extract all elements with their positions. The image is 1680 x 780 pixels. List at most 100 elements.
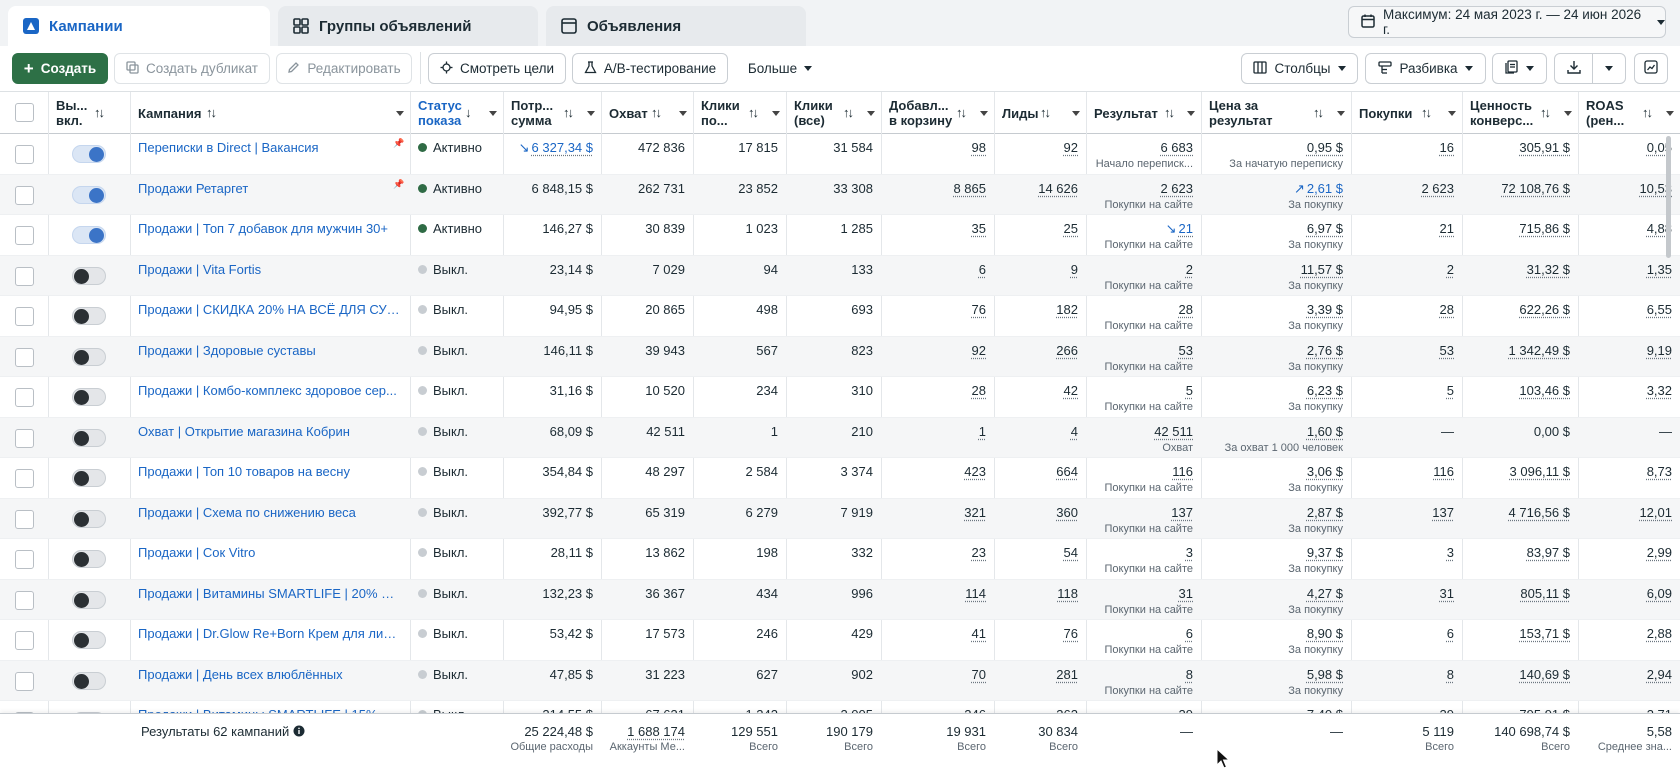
campaign-toggle[interactable]	[72, 145, 106, 163]
cell-result[interactable]: 116	[1172, 464, 1193, 479]
cell-cart[interactable]: 92	[972, 343, 986, 358]
cell-cart[interactable]: 76	[972, 302, 986, 317]
campaign-name-link[interactable]: Продажи | Топ 7 добавок для мужчин 30+	[138, 221, 389, 236]
campaign-name-link[interactable]: Переписки в Direct | Вакансия	[138, 140, 319, 155]
cell-cpr[interactable]: 6,97 $	[1307, 221, 1343, 236]
cell-result[interactable]: 8	[1186, 667, 1193, 682]
table-row[interactable]: Продажи | Топ 7 добавок для мужчин 30+ Ак…	[0, 215, 1680, 256]
column-header-onoff[interactable]: Вы... вкл. ↑↓	[48, 92, 130, 134]
cell-cpr[interactable]: 11,57 $	[1301, 262, 1343, 277]
column-menu-chevron-icon[interactable]	[1448, 111, 1456, 116]
column-header-value[interactable]: Ценность конверс... ↑↓	[1462, 92, 1578, 134]
campaign-name-link[interactable]: Продажи | Топ 10 товаров на весну	[138, 464, 350, 479]
table-row[interactable]: Продажи | Топ 10 товаров на весну Выкл. 35…	[0, 458, 1680, 499]
campaign-name-link[interactable]: Продажи Ретаргет	[138, 180, 249, 196]
cell-cpr[interactable]: 3,06 $	[1307, 464, 1343, 479]
column-header-spend[interactable]: Потр... сумма ↑↓	[503, 92, 601, 134]
sort-icon[interactable]: ↑↓	[651, 105, 662, 120]
column-menu-chevron-icon[interactable]	[489, 111, 497, 116]
pin-icon[interactable]: 📌	[393, 138, 405, 148]
cell-purchases[interactable]: —	[1441, 424, 1454, 439]
table-row[interactable]: Продажи | Здоровые суставы Выкл. 146,11 $ 3…	[0, 336, 1680, 377]
cell-cpr[interactable]: 9,37 $	[1307, 545, 1343, 560]
tab-ads[interactable]: Объявления	[546, 6, 806, 46]
sort-icon[interactable]: ↑↓	[843, 105, 854, 120]
campaign-toggle[interactable]	[72, 226, 106, 244]
row-checkbox[interactable]	[15, 631, 34, 650]
cell-leads[interactable]: 118	[1057, 586, 1078, 601]
cell-leads[interactable]: 4	[1071, 424, 1078, 439]
row-checkbox[interactable]	[15, 145, 34, 164]
cell-value[interactable]: 103,46 $	[1519, 383, 1570, 398]
cell-result[interactable]: 5	[1186, 383, 1193, 398]
cell-cart[interactable]: 70	[972, 667, 986, 682]
campaign-toggle[interactable]	[72, 509, 106, 528]
cell-cpr[interactable]: 4,27 $	[1307, 586, 1343, 601]
row-checkbox[interactable]	[15, 185, 34, 205]
cell-leads[interactable]: 25	[1064, 221, 1078, 236]
cell-result[interactable]: 6 683	[1160, 140, 1193, 155]
cell-cpr[interactable]: 6,23 $	[1307, 383, 1343, 398]
cell-cpr[interactable]: 8,90 $	[1307, 626, 1343, 641]
sort-icon[interactable]: ↓	[465, 105, 471, 120]
row-checkbox[interactable]	[15, 266, 34, 286]
cell-cart[interactable]: 6	[979, 262, 986, 277]
export-button-group[interactable]	[1554, 53, 1626, 84]
row-checkbox[interactable]	[15, 388, 34, 407]
create-button[interactable]: + Создать	[12, 53, 108, 84]
cell-cart[interactable]: 98	[972, 140, 986, 155]
campaign-toggle[interactable]	[72, 590, 106, 609]
column-header-cpr[interactable]: Цена за результат ↑↓	[1201, 92, 1351, 134]
more-button[interactable]: Больше	[740, 53, 820, 84]
column-header-clicks-link[interactable]: Клики по... ↑↓	[693, 92, 786, 134]
campaign-toggle[interactable]	[72, 550, 106, 568]
cell-leads[interactable]: 281	[1056, 667, 1078, 682]
info-icon[interactable]	[289, 724, 305, 739]
column-menu-chevron-icon[interactable]	[679, 111, 687, 116]
table-row[interactable]: Продажи Ретаргет 📌 Активно 6 848,15 $ 262 73…	[0, 174, 1680, 215]
table-row[interactable]: Продажи | Комбо-комплекс здоровое сер...…	[0, 377, 1680, 418]
column-header-leads[interactable]: Лиды ↑↓	[994, 92, 1086, 134]
column-menu-chevron-icon[interactable]	[587, 111, 595, 116]
campaign-toggle[interactable]	[72, 266, 106, 285]
cell-value[interactable]: 622,26 $	[1519, 302, 1570, 317]
cell-cart[interactable]: 321	[964, 505, 986, 520]
campaign-name-link[interactable]: Продажи | Комбо-комплекс здоровое сер...	[138, 383, 397, 398]
cell-result[interactable]: 31	[1179, 586, 1193, 601]
cell-value[interactable]: 153,71 $	[1519, 626, 1570, 641]
cell-cpr[interactable]: 5,98 $	[1307, 667, 1343, 682]
cell-leads[interactable]: 360	[1056, 505, 1078, 520]
cell-leads[interactable]: 92	[1064, 140, 1078, 155]
column-header-result[interactable]: Результат ↑↓	[1086, 92, 1201, 134]
cell-result[interactable]: 53	[1179, 343, 1193, 358]
row-checkbox[interactable]	[15, 509, 34, 529]
reports-button[interactable]	[1492, 53, 1547, 84]
table-row[interactable]: Продажи | Витамины SMARTLIFE | 20% ск...…	[0, 579, 1680, 620]
column-header-clicks-all[interactable]: Клики (все) ↑↓	[786, 92, 881, 134]
campaign-name-link[interactable]: Продажи | День всех влюблённых	[138, 666, 343, 682]
table-row[interactable]: Продажи | Vita Fortis Выкл. 23,14 $ 7 029 94…	[0, 255, 1680, 296]
campaign-name-link[interactable]: Продажи | Vita Fortis	[138, 261, 262, 277]
cell-purchases[interactable]: 53	[1440, 343, 1454, 358]
column-header-reach[interactable]: Охват ↑↓	[601, 92, 693, 134]
date-range-picker[interactable]: Максимум: 24 мая 2023 г. — 24 июн 2026 г…	[1348, 6, 1666, 38]
sort-icon[interactable]: ↑↓	[1642, 105, 1653, 120]
cell-leads[interactable]: 76	[1064, 626, 1078, 641]
column-menu-chevron-icon[interactable]	[980, 111, 988, 116]
column-menu-chevron-icon[interactable]	[1072, 111, 1080, 116]
cell-cart[interactable]: 423	[964, 464, 986, 479]
cell-leads[interactable]: 664	[1056, 464, 1078, 479]
tab-adsets[interactable]: Группы объявлений	[278, 6, 538, 46]
cell-leads[interactable]: 182	[1056, 302, 1078, 317]
cell-cpr[interactable]: 0,95 $	[1307, 140, 1343, 155]
sort-icon[interactable]: ↑↓	[563, 105, 574, 120]
cell-purchases[interactable]: 8	[1447, 667, 1454, 682]
cell-cpr[interactable]: 1,60 $	[1307, 424, 1343, 439]
pin-icon[interactable]: 📌	[393, 178, 405, 189]
campaign-toggle[interactable]	[72, 671, 106, 690]
sort-icon[interactable]: ↑↓	[1164, 105, 1175, 120]
cell-purchases[interactable]: 116	[1433, 464, 1454, 479]
campaign-name-link[interactable]: Продажи | Витамины SMARTLIFE | 20% ск...	[138, 585, 400, 601]
select-all-checkbox[interactable]	[15, 103, 34, 122]
cell-value[interactable]: 1 342,49 $	[1509, 343, 1570, 358]
